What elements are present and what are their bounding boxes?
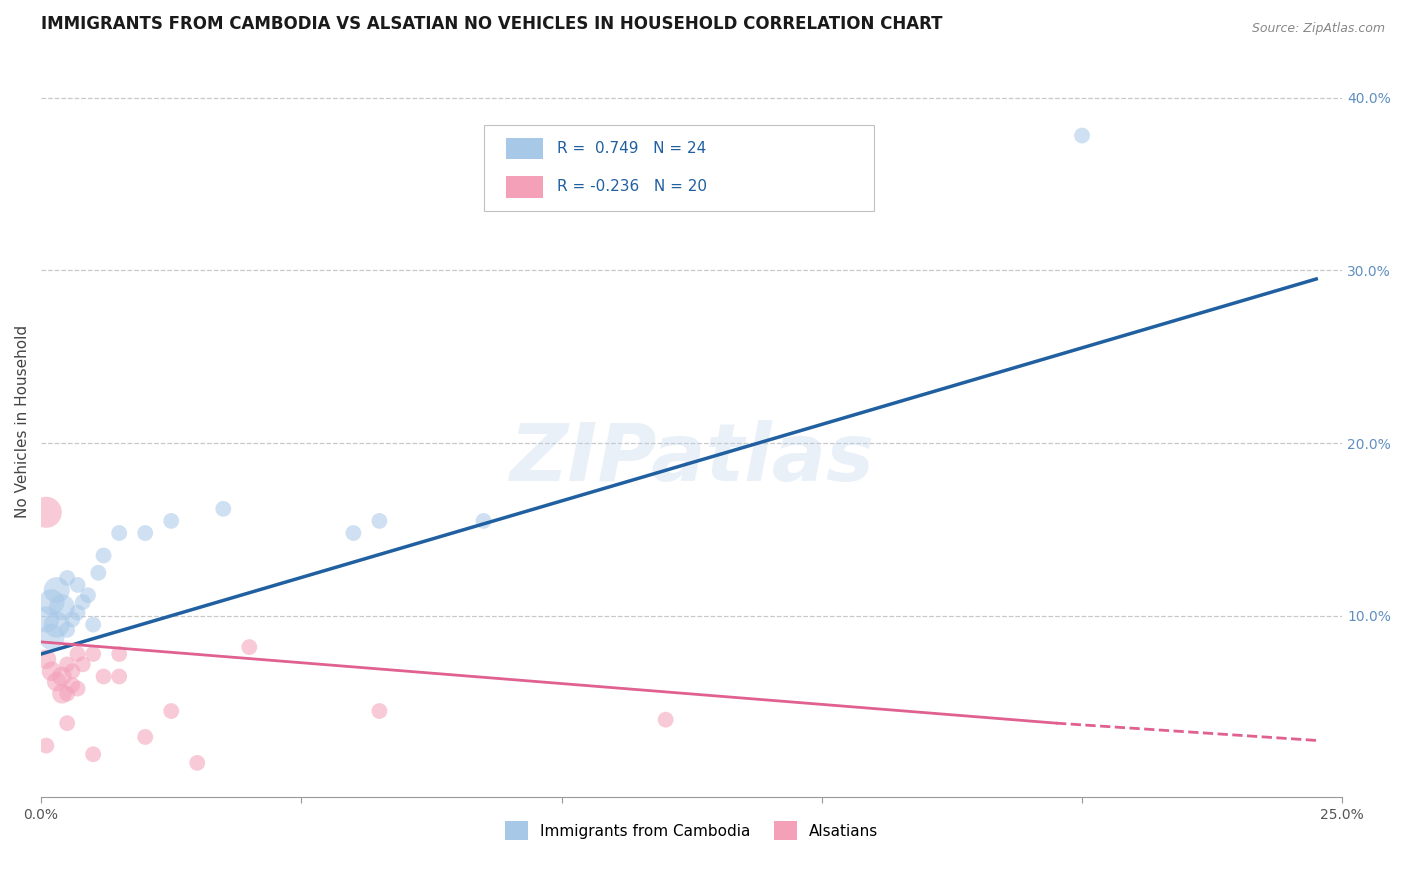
Point: [41, 630, 63, 644]
Point: [45, 617, 67, 632]
Y-axis label: No Vehicles in Household: No Vehicles in Household: [15, 325, 30, 518]
Point: [35, 739, 58, 753]
Point: [212, 501, 235, 516]
Point: [56, 571, 79, 585]
Point: [186, 756, 208, 770]
Point: [1071, 128, 1094, 143]
Point: [66, 606, 89, 620]
Point: [60, 665, 83, 679]
Point: [134, 526, 156, 541]
Point: [66, 647, 89, 661]
Point: [654, 713, 676, 727]
Point: [82, 617, 104, 632]
Point: [66, 578, 89, 592]
Point: [35, 612, 58, 626]
FancyBboxPatch shape: [506, 138, 543, 160]
Point: [160, 514, 183, 528]
Point: [134, 730, 156, 744]
Point: [72, 657, 94, 672]
Legend: Immigrants from Cambodia, Alsatians: Immigrants from Cambodia, Alsatians: [499, 815, 884, 847]
Point: [35, 505, 58, 519]
Point: [60, 678, 83, 692]
Point: [35, 652, 58, 666]
Point: [51, 687, 73, 701]
Text: R = -0.236   N = 20: R = -0.236 N = 20: [557, 179, 707, 194]
Point: [82, 647, 104, 661]
Point: [368, 514, 391, 528]
Point: [41, 665, 63, 679]
FancyBboxPatch shape: [506, 177, 543, 197]
Point: [56, 657, 79, 672]
Text: Source: ZipAtlas.com: Source: ZipAtlas.com: [1251, 22, 1385, 36]
Point: [45, 583, 67, 598]
Point: [60, 612, 83, 626]
Point: [93, 669, 115, 683]
Point: [72, 595, 94, 609]
Point: [108, 526, 131, 541]
Point: [56, 716, 79, 731]
Point: [51, 669, 73, 683]
FancyBboxPatch shape: [484, 125, 875, 211]
Point: [93, 549, 115, 563]
Point: [87, 566, 110, 580]
Text: R =  0.749   N = 24: R = 0.749 N = 24: [557, 141, 706, 156]
Text: IMMIGRANTS FROM CAMBODIA VS ALSATIAN NO VEHICLES IN HOUSEHOLD CORRELATION CHART: IMMIGRANTS FROM CAMBODIA VS ALSATIAN NO …: [41, 15, 942, 33]
Point: [342, 526, 364, 541]
Point: [51, 600, 73, 615]
Point: [77, 588, 100, 602]
Point: [160, 704, 183, 718]
Point: [368, 704, 391, 718]
Point: [66, 681, 89, 696]
Point: [108, 647, 131, 661]
Point: [238, 640, 260, 654]
Point: [41, 595, 63, 609]
Point: [82, 747, 104, 762]
Point: [56, 623, 79, 637]
Text: ZIPatlas: ZIPatlas: [509, 420, 875, 498]
Point: [108, 669, 131, 683]
Point: [56, 687, 79, 701]
Point: [45, 674, 67, 689]
Point: [472, 514, 495, 528]
